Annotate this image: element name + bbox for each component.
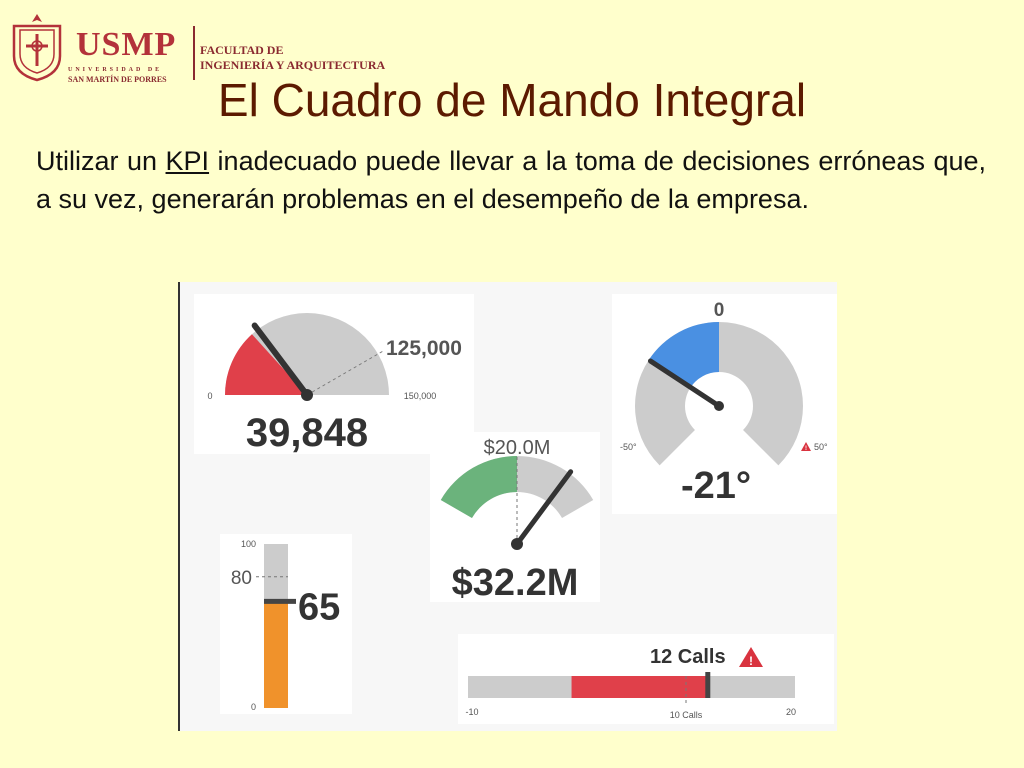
logo-divider — [193, 26, 195, 80]
gauge-temp-value: -21° — [681, 465, 751, 507]
faculty-line-1: FACULTAD DE — [200, 43, 284, 57]
horizontal-bar-target: 10 Calls — [670, 710, 703, 720]
vertical-bar-target: 80 — [231, 568, 252, 589]
logo-university-label: UNIVERSIDAD DE — [68, 67, 163, 73]
body-text-start: Utilizar un — [36, 146, 166, 176]
vertical-bar-min: 0 — [251, 702, 256, 712]
svg-text:!: ! — [749, 654, 753, 668]
gauge-revenue-target: $20.0M — [484, 437, 551, 459]
gauge-revenue-fill — [440, 456, 517, 518]
kpi-link[interactable]: KPI — [165, 146, 210, 176]
vertical-bar-max: 100 — [241, 539, 256, 549]
logo-university-name: SAN MARTÍN DE PORRES — [68, 75, 167, 84]
gauge-temp-target: 0 — [714, 300, 725, 321]
gauge-calls-needle — [251, 322, 310, 398]
gauge-calls-fill — [225, 334, 307, 395]
logo-wordmark: USMP — [76, 26, 177, 63]
kpi-dashboard-image: 0 150,000 125,000 39,848 0 -50° ! 50° -2… — [178, 282, 837, 731]
slide-title: El Cuadro de Mando Integral — [217, 74, 807, 126]
logo-university: UNIVERSIDAD DE SAN MARTÍN DE PORRES — [68, 65, 198, 85]
gauge-revenue-needle — [514, 469, 574, 547]
horizontal-bar-min: -10 — [465, 707, 478, 717]
gauge-temp-warning-icon: ! — [801, 442, 811, 452]
gauge-temp-min: -50° — [620, 442, 637, 452]
vertical-bar-fill — [264, 601, 288, 708]
gauge-revenue-hub — [511, 538, 523, 550]
vertical-bar-value: 65 — [298, 586, 340, 628]
body-text-end: inadecuado puede llevar a la toma de dec… — [36, 146, 986, 214]
horizontal-bar-fill — [571, 676, 708, 698]
gauge-temp-needle — [647, 358, 722, 409]
horizontal-bar-warning-icon: ! — [739, 647, 763, 668]
gauge-calls-hub — [301, 389, 313, 401]
kpi-dashboard-svg: 0 150,000 125,000 39,848 0 -50° ! 50° -2… — [194, 294, 837, 724]
gauge-calls-min: 0 — [207, 391, 212, 401]
university-logo: USMP UNIVERSIDAD DE SAN MARTÍN DE PORRES… — [10, 10, 390, 85]
horizontal-bar-max: 20 — [786, 707, 796, 717]
svg-text:!: ! — [805, 446, 807, 452]
slide-body-text: Utilizar un KPI inadecuado puede llevar … — [36, 142, 986, 218]
gauge-calls-target-line — [306, 349, 386, 396]
gauge-temp-hub — [714, 401, 724, 411]
horizontal-bar-value: 12 Calls — [650, 646, 726, 668]
gauge-temp-max: 50° — [814, 442, 828, 452]
usmp-seal-icon — [12, 14, 62, 82]
gauge-calls-value: 39,848 — [246, 411, 368, 455]
gauge-revenue-value: $32.2M — [452, 562, 579, 604]
logo-faculty: FACULTAD DE INGENIERÍA Y ARQUITECTURA — [200, 43, 385, 73]
gauge-calls-target: 125,000 — [386, 337, 462, 360]
gauge-calls-max: 150,000 — [404, 391, 437, 401]
faculty-line-2: INGENIERÍA Y ARQUITECTURA — [200, 58, 386, 72]
